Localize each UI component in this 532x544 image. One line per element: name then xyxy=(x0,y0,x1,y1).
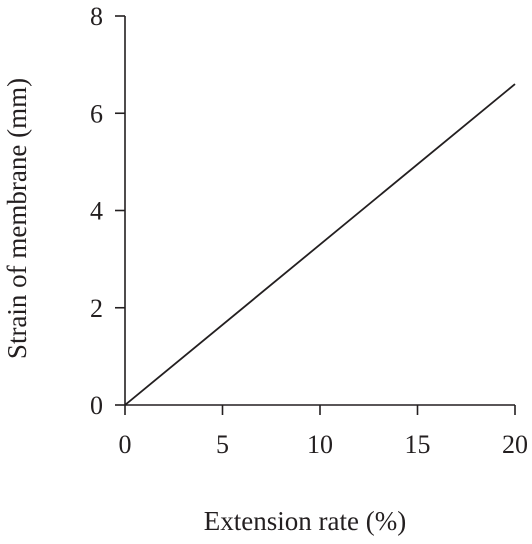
x-tick-label: 0 xyxy=(119,430,132,459)
y-tick-label: 4 xyxy=(90,197,103,226)
y-tick-label: 0 xyxy=(90,391,103,420)
y-axis-title: Strain of membrane (mm) xyxy=(2,78,32,359)
x-tick-label: 5 xyxy=(216,430,229,459)
x-tick-label: 15 xyxy=(405,430,431,459)
y-tick-label: 2 xyxy=(90,294,103,323)
series-line xyxy=(124,83,516,406)
axes xyxy=(124,16,515,406)
y-tick-label: 8 xyxy=(90,2,103,31)
y-tick-label: 6 xyxy=(90,99,103,128)
x-axis-title: Extension rate (%) xyxy=(204,506,406,536)
x-axis-ticks: 0 5 10 15 20 xyxy=(119,405,528,459)
x-tick-label: 10 xyxy=(307,430,333,459)
x-tick-label: 20 xyxy=(502,430,528,459)
series-layer xyxy=(124,83,516,406)
y-axis-ticks: 0 2 4 6 8 xyxy=(90,2,125,420)
